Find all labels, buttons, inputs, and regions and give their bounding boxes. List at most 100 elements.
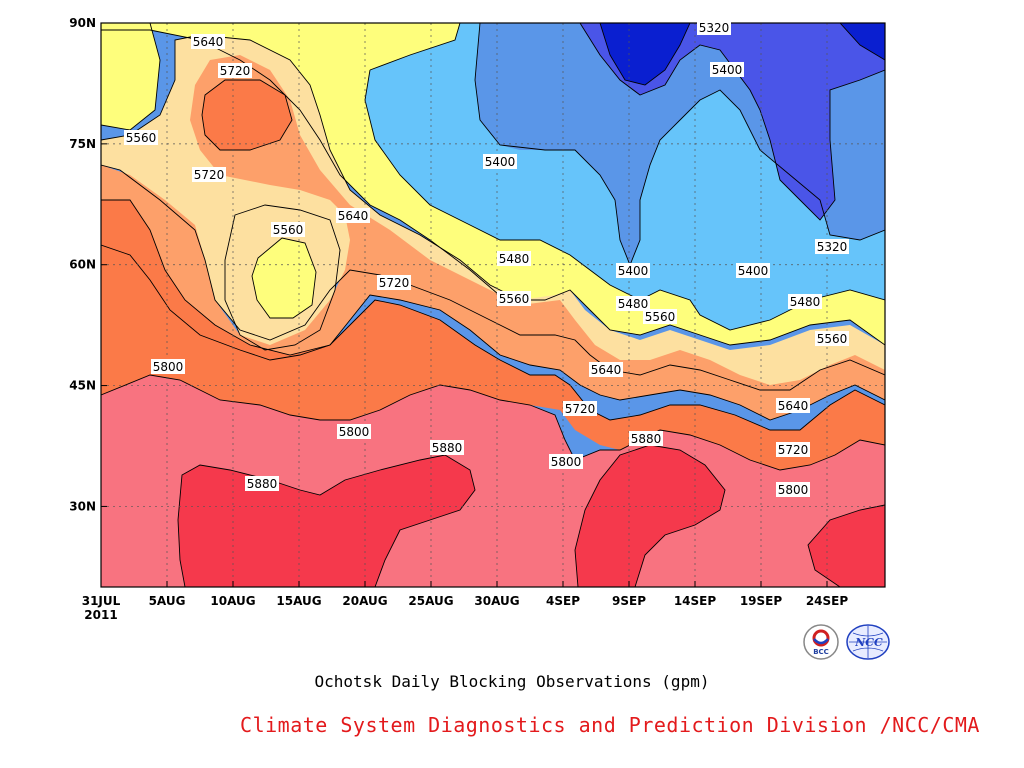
- contour-line: [101, 23, 161, 131]
- svg-text:5800: 5800: [339, 425, 370, 439]
- svg-text:5400: 5400: [712, 63, 743, 77]
- chart-title: Ochotsk Daily Blocking Observations (gpm…: [314, 672, 710, 691]
- contour-line: [101, 374, 885, 471]
- svg-text:NCC: NCC: [854, 636, 883, 649]
- contour-band: [600, 23, 690, 85]
- contour-line: [224, 204, 341, 351]
- contour-line: [574, 444, 726, 587]
- contour-label: 5560: [643, 309, 677, 324]
- svg-text:5720: 5720: [778, 443, 809, 457]
- y-tick-label: 30N: [69, 499, 96, 513]
- contour-line: [177, 454, 476, 587]
- contour-label: 5560: [124, 130, 158, 145]
- contour-line: [369, 23, 461, 71]
- footer-text: Climate System Diagnostics and Predictio…: [240, 713, 980, 737]
- svg-text:5720: 5720: [565, 402, 596, 416]
- plot-frame: [100, 22, 886, 588]
- contour-label: 5400: [710, 62, 744, 77]
- x-tick-label: 14SEP: [674, 594, 717, 608]
- x-tick-label: 10AUG: [210, 594, 255, 608]
- svg-text:5800: 5800: [551, 455, 582, 469]
- svg-text:5880: 5880: [432, 441, 463, 455]
- svg-text:5560: 5560: [817, 332, 848, 346]
- contour-label: 5560: [271, 222, 305, 237]
- y-tick-label: 90N: [69, 16, 96, 30]
- svg-text:5320: 5320: [699, 21, 730, 35]
- contour-label: 5640: [589, 362, 623, 377]
- contour-label: 5720: [776, 442, 810, 457]
- contour-label: 5480: [788, 294, 822, 309]
- ncc-logo: NCC: [846, 624, 890, 660]
- x-tick-label: 31JUL: [82, 594, 121, 608]
- svg-text:5720: 5720: [220, 64, 251, 78]
- x-axis: 31JUL 5AUG 10AUG 15AUG 20AUG 25AUG 30AUG 4SEP 9S…: [82, 581, 849, 608]
- contour-label: 5720: [192, 167, 226, 182]
- contour-band: [202, 80, 292, 150]
- contour-label: 5640: [776, 398, 810, 413]
- contour-band: [252, 238, 316, 318]
- svg-text:BCC: BCC: [813, 648, 829, 656]
- contour-band: [840, 23, 885, 60]
- contour-lines: [101, 23, 885, 587]
- contour-label: 5560: [497, 291, 531, 306]
- svg-text:5640: 5640: [778, 399, 809, 413]
- contour-band: [101, 55, 885, 420]
- svg-text:5880: 5880: [247, 477, 278, 491]
- x-tick-label: 4SEP: [546, 594, 580, 608]
- contour-line: [101, 244, 885, 421]
- contour-label: 5400: [736, 263, 770, 278]
- svg-text:5640: 5640: [193, 35, 224, 49]
- svg-text:5400: 5400: [738, 264, 769, 278]
- svg-text:5400: 5400: [618, 264, 649, 278]
- svg-text:5560: 5560: [499, 292, 530, 306]
- contour-label: 5400: [483, 154, 517, 169]
- contour-band: [101, 23, 160, 130]
- contour-fill-layer: [101, 23, 885, 587]
- x-tick-label: 25AUG: [408, 594, 453, 608]
- contour-label: 5720: [218, 63, 252, 78]
- contour-label: 5720: [377, 275, 411, 290]
- svg-text:5400: 5400: [485, 155, 516, 169]
- contour-label: 5880: [245, 476, 279, 491]
- contour-band: [101, 200, 885, 470]
- x-tick-label: 30AUG: [474, 594, 519, 608]
- y-tick-label: 45N: [69, 379, 96, 393]
- svg-text:5800: 5800: [778, 483, 809, 497]
- contour-line: [101, 164, 885, 391]
- contour-line: [579, 23, 885, 221]
- svg-text:5720: 5720: [194, 168, 225, 182]
- x-tick-label: 15AUG: [276, 594, 321, 608]
- y-tick-label: 60N: [69, 258, 96, 272]
- svg-text:5560: 5560: [645, 310, 676, 324]
- contour-label: 5880: [430, 440, 464, 455]
- y-tick-label: 75N: [69, 137, 96, 151]
- contour-label: 5800: [549, 454, 583, 469]
- contour-labels: 5640 5720 5560 5720 5560 5640 5720 5800 5800 5880…: [124, 20, 849, 497]
- contour-label: 5800: [151, 359, 185, 374]
- contour-line: [101, 34, 521, 301]
- contour-label: 5800: [337, 424, 371, 439]
- contour-label: 5640: [336, 208, 370, 223]
- x-tick-label: 20AUG: [342, 594, 387, 608]
- svg-text:5880: 5880: [631, 432, 662, 446]
- x-year-label: 2011: [84, 608, 117, 622]
- svg-text:5320: 5320: [817, 240, 848, 254]
- svg-text:5480: 5480: [499, 252, 530, 266]
- contour-line: [807, 504, 885, 587]
- contour-label: 5720: [563, 401, 597, 416]
- contour-line: [101, 199, 885, 431]
- svg-text:5640: 5640: [338, 209, 369, 223]
- contour-band: [575, 445, 725, 587]
- contour-label: 5640: [191, 34, 225, 49]
- contour-line: [839, 23, 885, 61]
- svg-text:5480: 5480: [618, 297, 649, 311]
- x-tick-label: 9SEP: [612, 594, 646, 608]
- contour-label: 5800: [776, 482, 810, 497]
- contour-line: [201, 79, 293, 151]
- x-tick-label: 24SEP: [806, 594, 849, 608]
- x-tick-label: 19SEP: [740, 594, 783, 608]
- contour-label: 5560: [815, 331, 849, 346]
- contour-label: 5480: [616, 296, 650, 311]
- contour-label: 5480: [497, 251, 531, 266]
